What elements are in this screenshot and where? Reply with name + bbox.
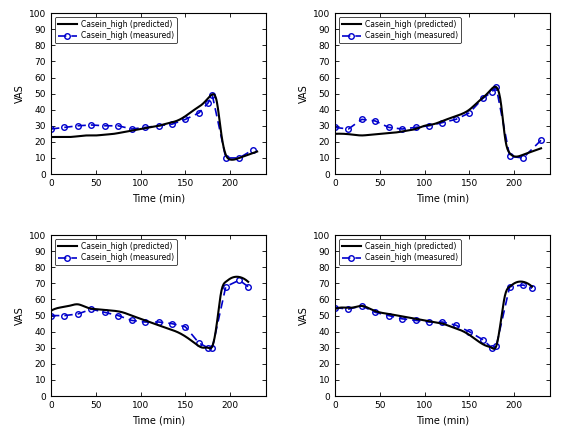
Legend: Casein_high (predicted), Casein_high (measured): Casein_high (predicted), Casein_high (me… [338, 239, 461, 265]
Legend: Casein_high (predicted), Casein_high (measured): Casein_high (predicted), Casein_high (me… [55, 239, 177, 265]
Y-axis label: VAS: VAS [15, 84, 25, 103]
X-axis label: Time (min): Time (min) [132, 415, 185, 425]
Y-axis label: VAS: VAS [15, 306, 25, 325]
X-axis label: Time (min): Time (min) [416, 194, 469, 203]
Y-axis label: VAS: VAS [299, 84, 308, 103]
Legend: Casein_high (predicted), Casein_high (measured): Casein_high (predicted), Casein_high (me… [338, 17, 461, 44]
Legend: Casein_high (predicted), Casein_high (measured): Casein_high (predicted), Casein_high (me… [55, 17, 177, 44]
X-axis label: Time (min): Time (min) [416, 415, 469, 425]
X-axis label: Time (min): Time (min) [132, 194, 185, 203]
Y-axis label: VAS: VAS [299, 306, 308, 325]
